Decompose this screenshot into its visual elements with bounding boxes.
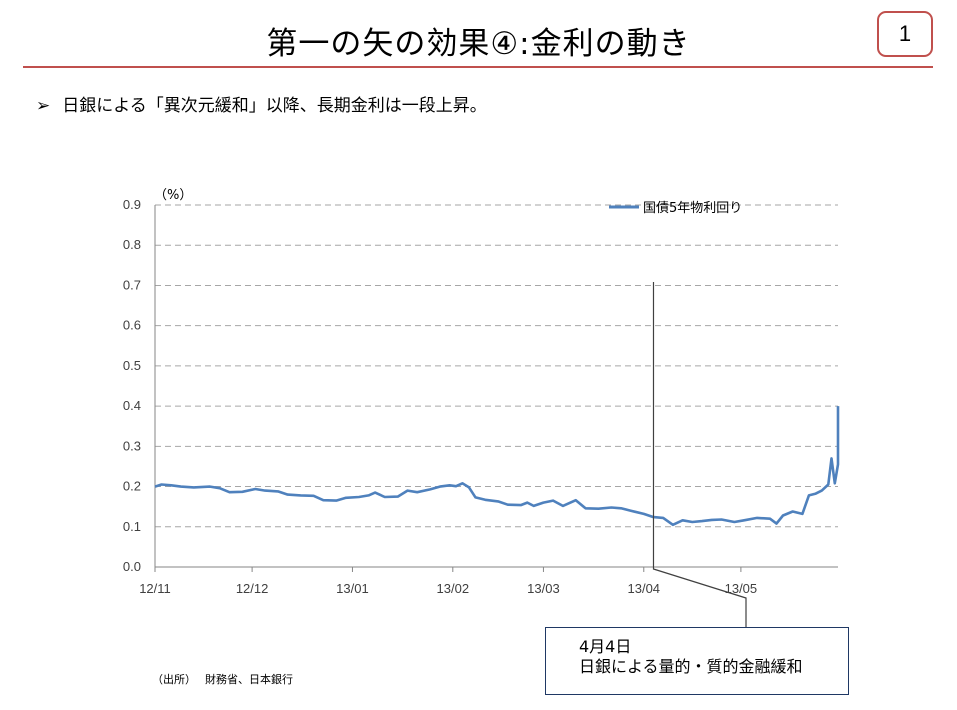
y-tick-label: 0.6 [123,318,141,333]
slide-title: 第一の矢の効果④:金利の動き [266,26,691,62]
source-note: （出所） 財務省、日本銀行 [152,673,293,686]
y-tick-label: 0.9 [123,197,141,212]
y-tick-label: 0.1 [123,519,141,534]
y-tick-label: 0.0 [123,559,141,574]
callout-text: 日銀による量的・質的金融緩和 [579,657,803,676]
bullet-arrow-icon: ➢ [36,96,51,116]
y-tick-label: 0.3 [123,438,141,453]
y-tick-label: 0.2 [123,479,141,494]
x-tick-label: 12/11 [139,581,171,596]
y-tick-label: 0.5 [123,358,141,373]
x-tick-label: 13/05 [725,581,758,596]
x-tick-label: 13/03 [527,581,560,596]
x-tick-label: 13/04 [628,581,661,596]
bullet-point: ➢ 日銀による「異次元緩和」以降、長期金利は一段上昇。 [36,91,487,116]
annotation-callout: 4月4日 日銀による量的・質的金融緩和 [545,627,849,695]
x-tick-label: 12/12 [236,581,269,596]
annotation-leader-line [652,282,747,627]
legend-label-1: 国債5年物利回り [643,201,742,216]
series-line-1 [154,406,840,527]
y-tick-label: 0.8 [123,237,141,252]
title-divider [23,66,933,68]
page-number-badge: 1 [877,11,933,57]
callout-date: 4月4日 [579,637,632,656]
y-tick-label: 0.7 [123,277,141,292]
y-axis-label: （%） [154,188,192,203]
x-tick-label: 13/02 [437,581,470,596]
y-tick-label: 0.4 [123,398,141,413]
x-tick-label: 13/01 [336,581,369,596]
bullet-text: 日銀による「異次元緩和」以降、長期金利は一段上昇。 [62,96,487,116]
